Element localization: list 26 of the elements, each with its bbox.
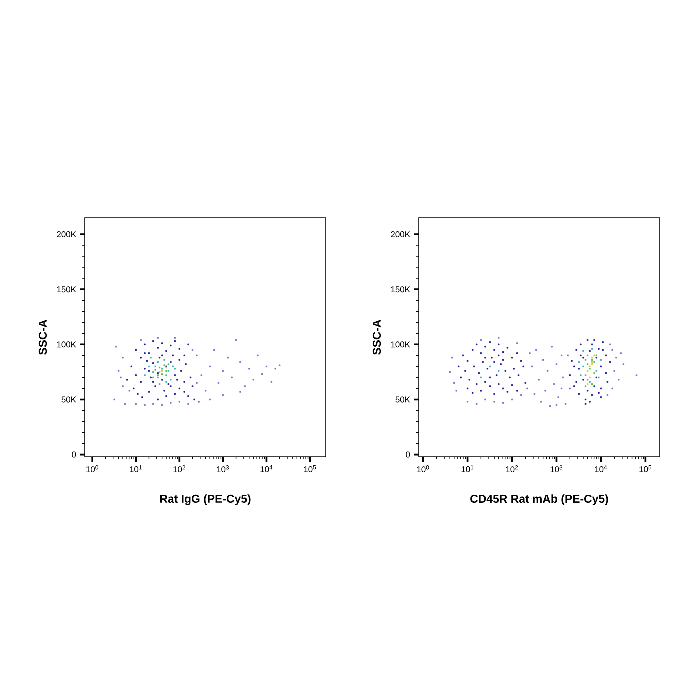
x-tick-label: 10$^{0}$ (417, 466, 430, 473)
y-tick-label: 100K (57, 342, 76, 348)
y-tick-label: 200K (391, 232, 410, 238)
x-tick-label: 10$^{4}$ (595, 466, 608, 472)
x-axis-title: Rat IgG (PE-Cy5) (160, 494, 251, 506)
y-tick-label: 50K (62, 396, 76, 403)
x-axis-title: CD45R Rat mAb (PE-Cy5) (470, 494, 608, 506)
x-tick-label: 10$^{4}$ (260, 466, 273, 472)
y-axis-title: SSC-A (38, 320, 48, 355)
x-tick-label: 10$^{0}$ (86, 466, 98, 473)
y-tick-label: 150K (391, 286, 410, 293)
y-tick-label: 50K (396, 396, 410, 403)
x-tick-label: 10$^{1}$ (130, 466, 142, 472)
y-tick-label: 0 (72, 452, 76, 458)
x-tick-label: 10$^{2}$ (174, 466, 186, 473)
x-tick-label: 10$^{5}$ (640, 466, 652, 472)
x-tick-label: 10$^{2}$ (506, 466, 518, 473)
y-tick-label: 100K (391, 342, 410, 348)
x-tick-label: 10$^{5}$ (304, 466, 316, 472)
x-tick-label: 10$^{3}$ (217, 466, 230, 473)
y-tick-label: 150K (57, 286, 76, 293)
y-tick-label: 0 (406, 452, 410, 458)
y-axis-title: SSC-A (372, 320, 382, 355)
x-tick-label: 10$^{3}$ (550, 466, 563, 473)
y-tick-label: 200K (57, 232, 76, 238)
x-tick-label: 10$^{1}$ (462, 466, 474, 472)
